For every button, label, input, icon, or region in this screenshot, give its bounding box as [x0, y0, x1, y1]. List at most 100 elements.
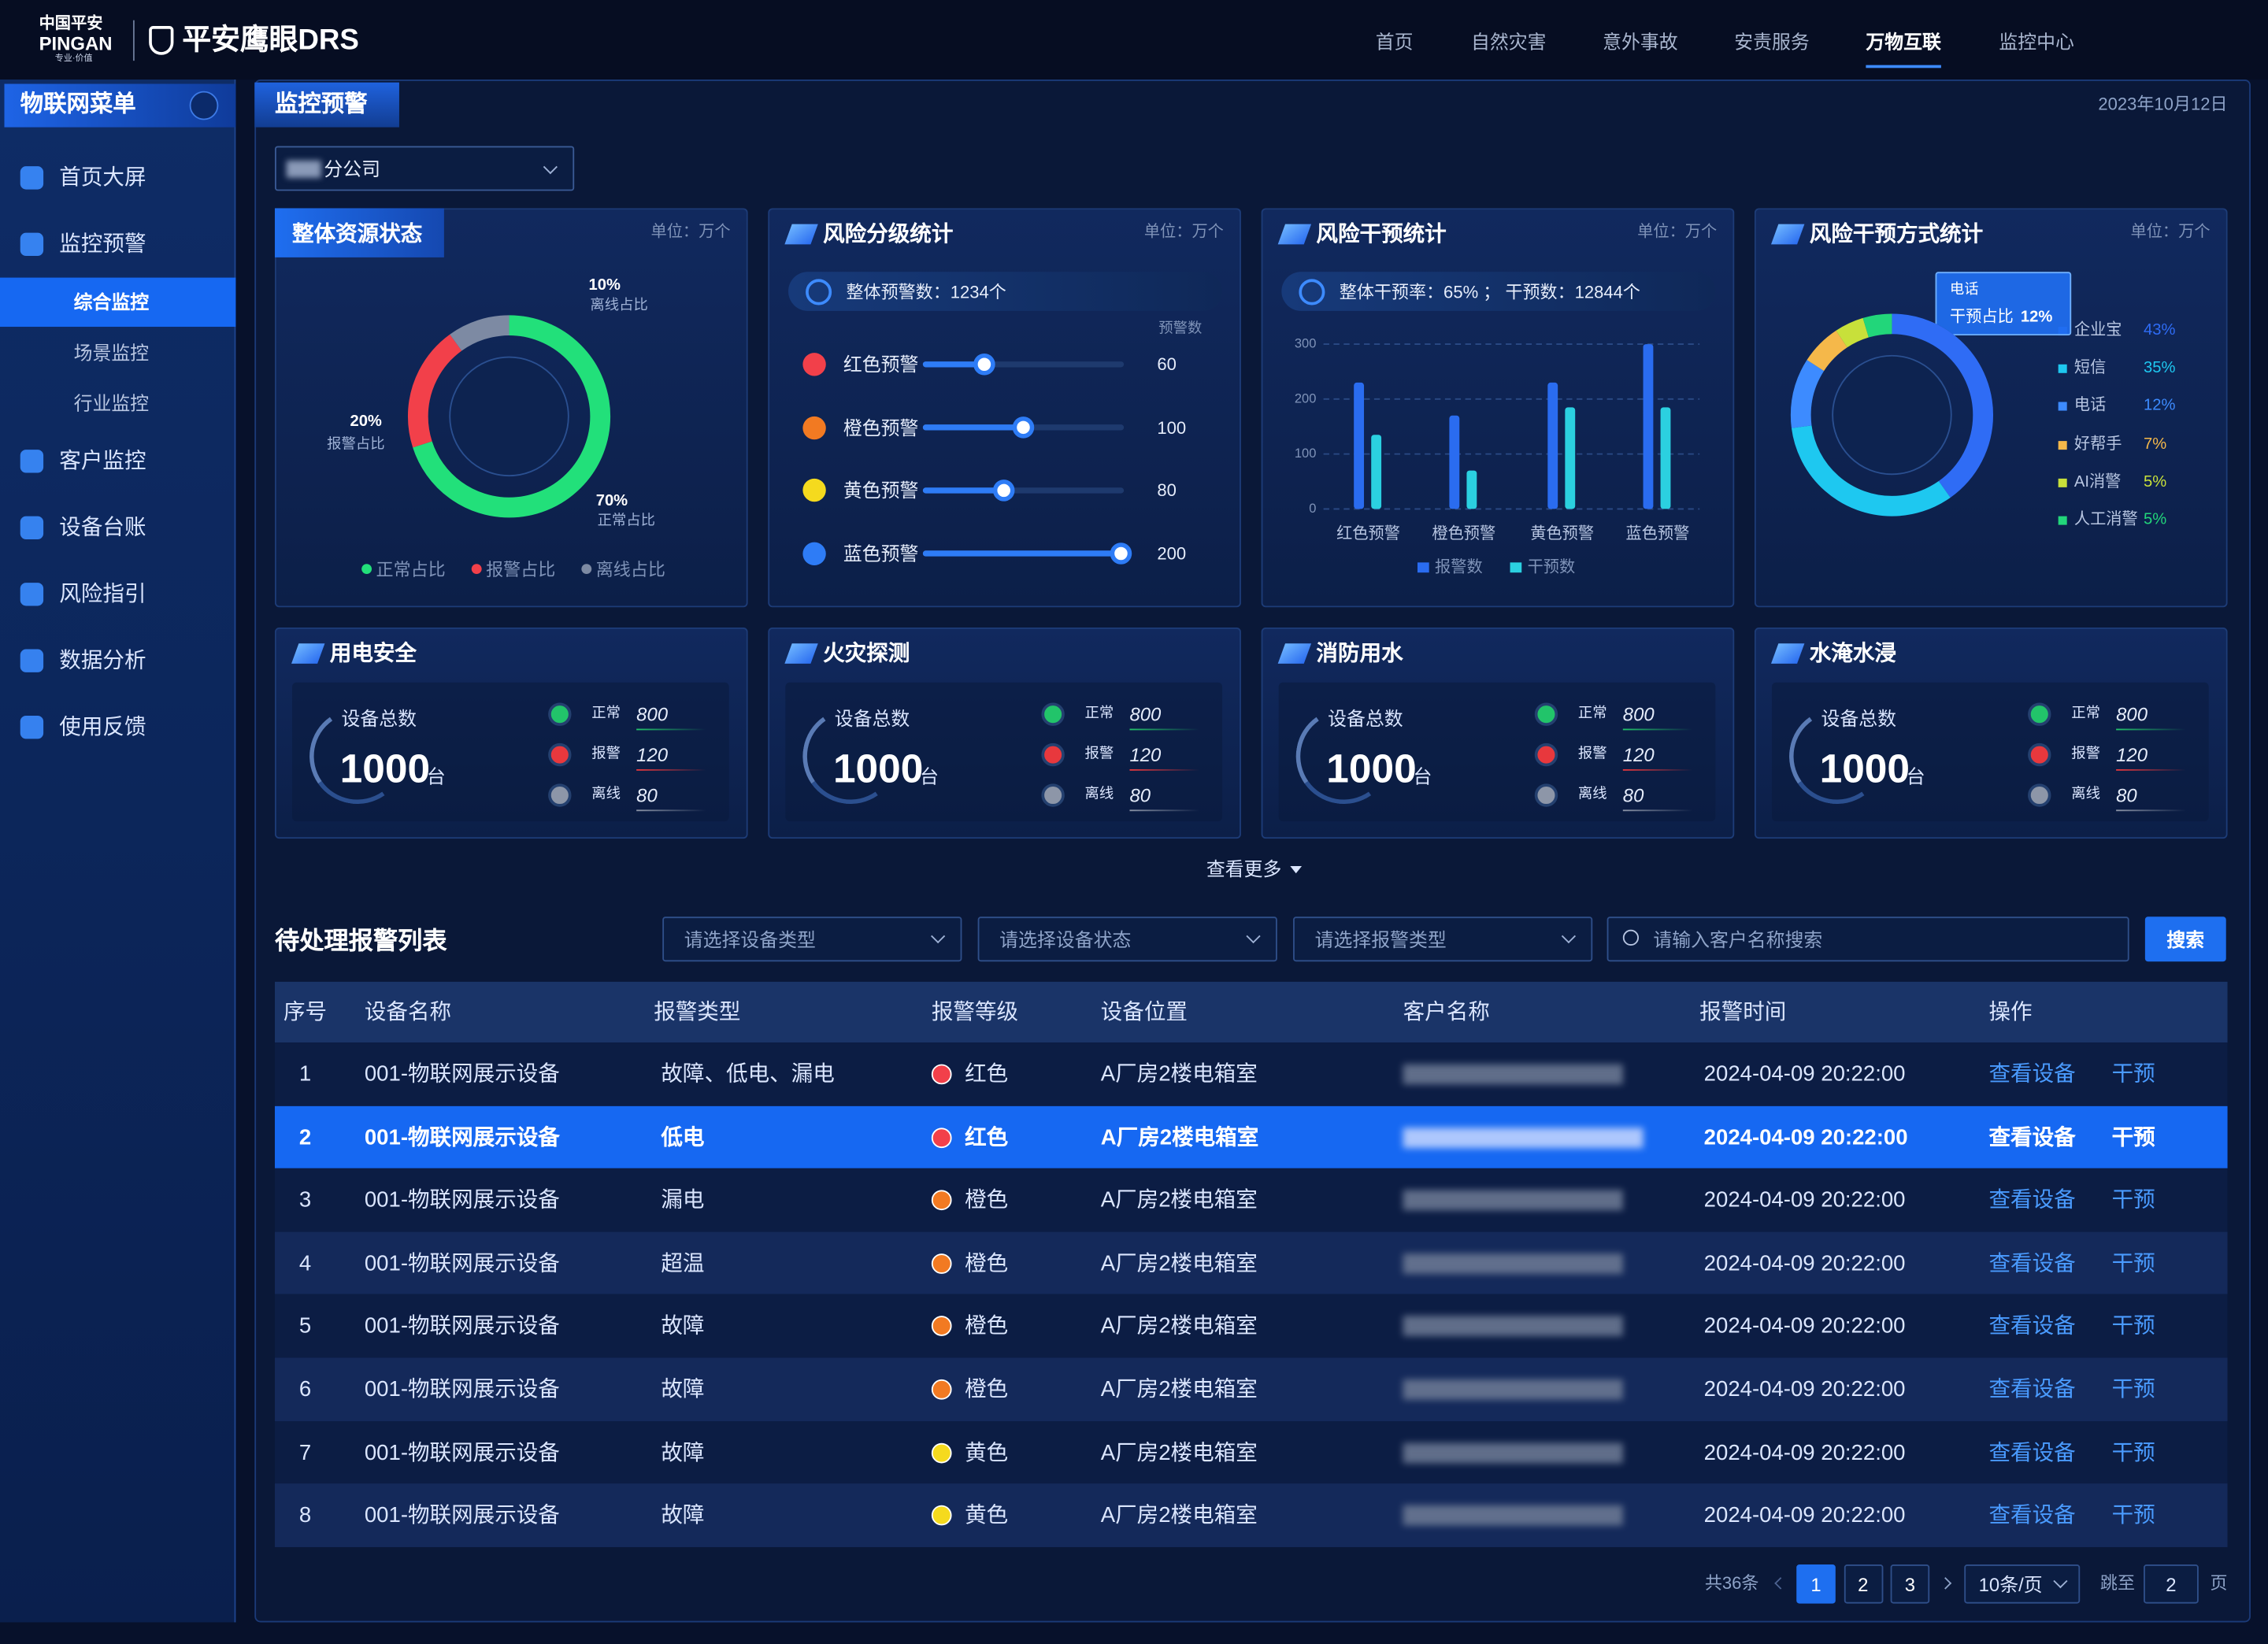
level-name: 橙色预警	[843, 417, 919, 439]
level-icon	[931, 1064, 952, 1085]
total-value: 1000	[832, 746, 924, 791]
action-view[interactable]: 查看设备	[1988, 1503, 2076, 1528]
nav-item[interactable]: 意外事故	[1603, 31, 1678, 54]
action-view[interactable]: 查看设备	[1988, 1061, 2076, 1087]
cell-device: 001-物联网展示设备	[364, 1314, 560, 1339]
legend-value: 5%	[2144, 511, 2167, 529]
action-intervene[interactable]: 干预	[2111, 1503, 2155, 1528]
segment-value: 10%	[588, 276, 621, 294]
submenu-item[interactable]: 场景监控	[73, 342, 150, 364]
table-row[interactable]	[274, 1105, 2228, 1169]
total-unit: 台	[1413, 765, 1432, 787]
cell-type: 故障、低电、漏电	[661, 1061, 835, 1087]
legend-swatch	[1417, 562, 1429, 573]
table-row[interactable]	[274, 1483, 2228, 1547]
menu-icon	[20, 450, 44, 473]
column-header: 报警时间	[1699, 999, 1787, 1025]
menu-item[interactable]: 设备台账	[59, 515, 146, 540]
total-value: 1000	[1819, 746, 1910, 791]
search-button[interactable]	[2144, 916, 2226, 962]
cell-type: 超温	[661, 1251, 705, 1276]
table-row[interactable]	[274, 1042, 2228, 1106]
collapse-button[interactable]	[189, 91, 219, 120]
menu-item[interactable]: 风险指引	[59, 582, 146, 607]
page-button[interactable]	[1890, 1564, 1930, 1604]
action-view[interactable]: 查看设备	[1988, 1377, 2076, 1402]
action-view[interactable]: 查看设备	[1988, 1251, 2076, 1276]
filter-select[interactable]	[1293, 916, 1593, 962]
panel-unit: 单位：万个	[1637, 223, 1718, 241]
action-intervene[interactable]: 干预	[2111, 1124, 2155, 1150]
search-placeholder: 请输入客户名称搜索	[1653, 928, 1823, 951]
menu-item[interactable]: 数据分析	[59, 648, 146, 673]
action-view[interactable]: 查看设备	[1988, 1440, 2076, 1465]
brand-icon	[149, 26, 174, 55]
cell-device: 001-物联网展示设备	[364, 1124, 560, 1150]
action-intervene[interactable]: 干预	[2111, 1061, 2155, 1087]
stat-value: 80	[1129, 784, 1151, 806]
menu-item[interactable]: 监控预警	[59, 231, 146, 257]
segment-value: 70%	[595, 492, 628, 510]
stat-icon	[1041, 742, 1065, 767]
nav-item[interactable]: 自然灾害	[1470, 31, 1547, 54]
page-number[interactable]: 2	[1858, 1573, 1869, 1596]
menu-item[interactable]: 客户监控	[59, 449, 146, 474]
action-intervene[interactable]: 干预	[2111, 1377, 2155, 1402]
stat-icon	[1534, 742, 1558, 767]
submenu-item[interactable]: 行业监控	[73, 392, 150, 415]
filter-select[interactable]	[662, 916, 962, 962]
submenu-item[interactable]: 综合监控	[73, 291, 150, 313]
stat-underline	[2116, 768, 2186, 771]
search-input[interactable]	[1606, 916, 2129, 962]
filter-select[interactable]	[977, 916, 1277, 962]
cell-time: 2024-04-09 20:22:00	[1703, 1187, 1906, 1213]
legend-value: 12%	[2144, 397, 2176, 415]
action-intervene[interactable]: 干预	[2111, 1314, 2155, 1339]
menu-item[interactable]: 首页大屏	[59, 165, 146, 191]
page-button[interactable]	[1843, 1564, 1883, 1604]
table-row[interactable]	[274, 1231, 2228, 1295]
stat-value: 120	[2116, 743, 2148, 766]
nav-item[interactable]: 监控中心	[1999, 31, 2074, 54]
jump-input[interactable]	[2144, 1564, 2199, 1604]
company-select[interactable]	[274, 146, 575, 191]
stat-value: 120	[636, 743, 669, 766]
stat-label: 离线	[591, 787, 621, 803]
nav-item[interactable]: 首页	[1375, 31, 1414, 54]
table-row[interactable]	[274, 1294, 2228, 1358]
action-intervene[interactable]: 干预	[2111, 1440, 2155, 1465]
column-header: 报警等级	[931, 999, 1019, 1025]
menu-icon	[20, 716, 44, 739]
sidebar	[0, 80, 236, 1623]
action-view[interactable]: 查看设备	[1988, 1124, 2076, 1150]
page-button[interactable]	[1796, 1564, 1836, 1604]
stat-label: 报警	[591, 746, 621, 762]
action-view[interactable]: 查看设备	[1988, 1187, 2076, 1213]
action-view[interactable]: 查看设备	[1988, 1314, 2076, 1339]
page-size-select[interactable]	[1964, 1564, 2081, 1604]
search-icon	[1622, 929, 1640, 946]
table-row[interactable]	[274, 1168, 2228, 1232]
menu-item[interactable]: 使用反馈	[59, 715, 146, 740]
cell-time: 2024-04-09 20:22:00	[1703, 1061, 1906, 1087]
donut-center-value: 100%	[1858, 391, 1925, 421]
legend-label: AI消警	[2073, 473, 2122, 491]
column-header: 客户名称	[1403, 999, 1490, 1025]
table-row[interactable]	[274, 1357, 2228, 1421]
action-intervene[interactable]: 干预	[2111, 1187, 2155, 1213]
nav-item[interactable]: 万物互联	[1866, 31, 1941, 54]
blurred-customer	[1403, 1505, 1623, 1526]
page-number[interactable]: 3	[1904, 1573, 1916, 1596]
search-button-label[interactable]: 搜索	[2166, 928, 2205, 951]
jump-label: 跳至	[2099, 1573, 2136, 1594]
cell-location: A厂房2楼电箱室	[1100, 1314, 1258, 1339]
page-number[interactable]: 1	[1810, 1573, 1821, 1596]
nav-item[interactable]: 安责服务	[1734, 31, 1810, 54]
action-intervene[interactable]: 干预	[2111, 1251, 2155, 1276]
table-row[interactable]	[274, 1420, 2228, 1484]
x-tick-label: 黄色预警	[1530, 525, 1595, 543]
stat-icon	[2028, 702, 2051, 726]
level-value: 80	[1157, 480, 1177, 501]
column-header: 设备名称	[364, 999, 452, 1025]
more-link[interactable]: 查看更多	[1206, 857, 1282, 880]
